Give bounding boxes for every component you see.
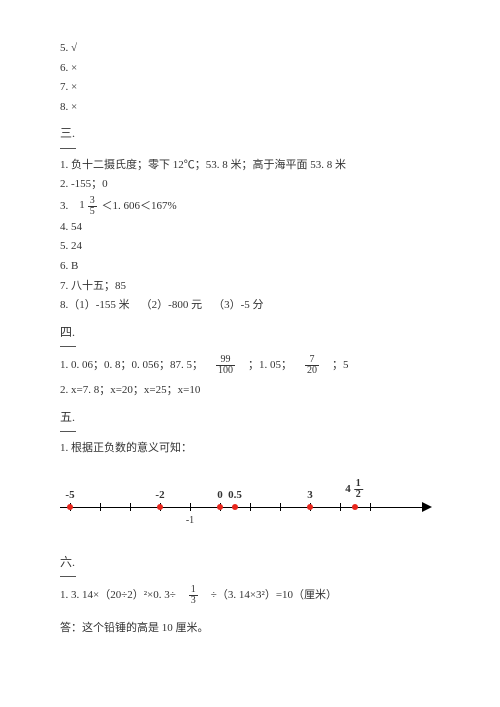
number-line-dot [307, 504, 313, 510]
number-line-dot-label: 0.5 [228, 487, 242, 505]
s3-l3-prefix: 3. [60, 200, 79, 212]
s4-line-2: 2. x=7. 8；x=20；x=25；x=10 [60, 382, 440, 400]
s6-l1-suffix: ÷（3. 14×3²）=10（厘米） [200, 590, 337, 602]
tick [370, 503, 371, 511]
number-line-dot [232, 504, 238, 510]
s3-line-1: 1. 负十二摄氏度；零下 12℃；53. 8 米；高于海平面 53. 8 米 [60, 157, 440, 175]
s5-line-1: 1. 根据正负数的意义可知： [60, 440, 440, 458]
section-5-underline [60, 431, 76, 432]
section-3-title: 三. [60, 124, 440, 143]
s3-l3-den: 5 [88, 207, 97, 217]
number-line-dot-label: -2 [155, 487, 164, 505]
section-4-underline [60, 346, 76, 347]
number-line-dot-label: -5 [65, 487, 74, 505]
s3-line-2: 2. -155；0 [60, 176, 440, 194]
mixed-whole: 4 [345, 481, 351, 499]
s3-line-8: 8.（1）-155 米 （2）-800 元 （3）-5 分 [60, 297, 440, 315]
item-7: 7. × [60, 79, 440, 97]
number-line: -1 -5 -2 0 0.5 3 412 [60, 477, 430, 537]
tick [340, 503, 341, 511]
s4-l1-suffix: ；5 [321, 359, 349, 371]
s6-l1-frac: 13 [189, 585, 198, 606]
number-line-dot [352, 504, 358, 510]
number-line-arrow-icon [422, 502, 432, 512]
s4-l1-f1-den: 100 [216, 366, 235, 376]
s3-l3-whole: 1 [79, 197, 85, 215]
item-5: 5. √ [60, 40, 440, 58]
s6-l1-prefix: 1. 3. 14×（20÷2）²×0. 3÷ [60, 590, 187, 602]
tick [190, 503, 191, 511]
section-5-title: 五. [60, 408, 440, 427]
tick-label-below: -1 [186, 513, 194, 529]
tick [280, 503, 281, 511]
s4-l1-frac2: 720 [305, 355, 319, 376]
number-line-wrap: -1 -5 -2 0 0.5 3 412 [60, 477, 440, 537]
number-line-dot-label: 0 [217, 487, 223, 505]
s6-line-1: 1. 3. 14×（20÷2）²×0. 3÷ 13 ÷（3. 14×3²）=10… [60, 585, 440, 606]
s3-line-7: 7. 八十五；85 [60, 278, 440, 296]
item-8: 8. × [60, 99, 440, 117]
tick [100, 503, 101, 511]
s3-line-3: 3. 135 ＜1. 606＜167% [60, 196, 440, 217]
section-6-underline [60, 576, 76, 577]
section-6-title: 六. [60, 553, 440, 572]
s4-line-1: 1. 0. 06；0. 8；0. 056；87. 5； 99100 ；1. 05… [60, 355, 440, 376]
number-line-dot-label: 412 [345, 479, 365, 500]
tick [250, 503, 251, 511]
number-line-dot [157, 504, 163, 510]
number-line-dot [67, 504, 73, 510]
document-page: 5. √ 6. × 7. × 8. × 三. 1. 负十二摄氏度；零下 12℃；… [0, 0, 500, 707]
section-3-underline [60, 148, 76, 149]
s6-answer: 答：这个铅锤的高是 10 厘米。 [60, 620, 440, 638]
s3-line-4: 4. 54 [60, 219, 440, 237]
s4-l1-frac1: 99100 [216, 355, 235, 376]
section-4-title: 四. [60, 323, 440, 342]
s6-l1-den: 3 [189, 596, 198, 606]
tick [130, 503, 131, 511]
s4-l1-prefix: 1. 0. 06；0. 8；0. 056；87. 5； [60, 359, 214, 371]
number-line-dot [217, 504, 223, 510]
number-line-dot-label: 3 [307, 487, 313, 505]
s4-l1-mid: ；1. 05； [237, 359, 303, 371]
s3-l3-suffix: ＜1. 606＜167% [99, 200, 177, 212]
number-line-axis [60, 507, 430, 508]
mixed-den: 2 [354, 490, 363, 500]
item-6: 6. × [60, 60, 440, 78]
mixed-frac: 12 [354, 479, 363, 500]
s3-line-5: 5. 24 [60, 238, 440, 256]
s3-line-6: 6. B [60, 258, 440, 276]
s4-l1-f2-den: 20 [305, 366, 319, 376]
s3-l3-frac: 35 [88, 196, 97, 217]
